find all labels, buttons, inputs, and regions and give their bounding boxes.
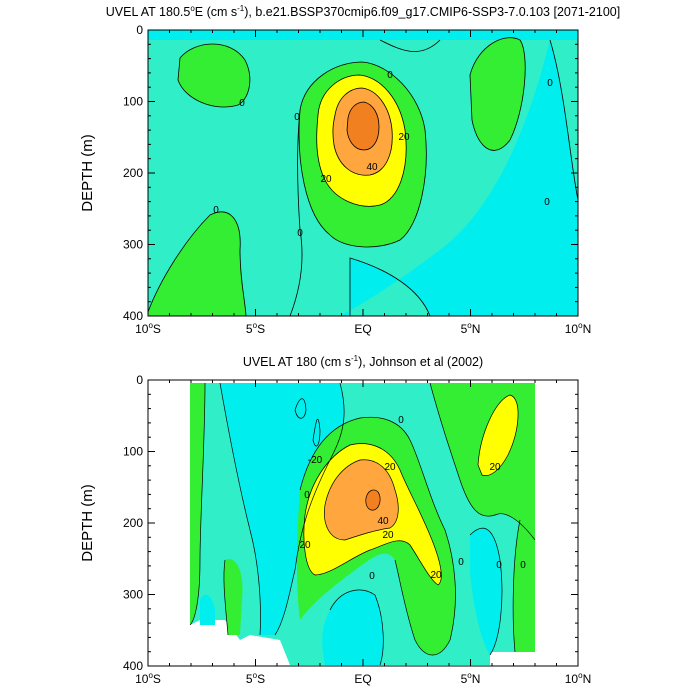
y-tick-label: 0 xyxy=(136,373,143,387)
fill-central-40 xyxy=(324,459,399,540)
contour-label: 20 xyxy=(384,462,396,473)
contour-line xyxy=(299,416,456,656)
contour-label: 0 xyxy=(213,205,219,216)
contour-label: 20 xyxy=(430,570,442,581)
contour-line xyxy=(332,87,393,176)
panel-obs-contours xyxy=(189,382,536,666)
contour-line xyxy=(329,589,384,666)
contour-label: 0 xyxy=(369,571,375,582)
contour-line xyxy=(512,519,521,653)
contour-line xyxy=(549,39,579,201)
contour-line xyxy=(365,489,381,511)
contour-label: 0 xyxy=(496,560,502,571)
contour-line xyxy=(324,459,399,541)
x-tick-label: 5oN xyxy=(461,671,481,686)
y-tick-label: 300 xyxy=(123,588,143,602)
y-tick-label: 0 xyxy=(136,23,143,37)
contour-line xyxy=(219,382,261,636)
contour-label: 0 xyxy=(398,415,404,426)
contour-label: 40 xyxy=(366,162,378,173)
fill-east-upper xyxy=(470,37,526,151)
fill-west-upper xyxy=(178,44,250,108)
contour-line xyxy=(379,39,441,52)
fill-west-deep xyxy=(200,594,215,625)
contour-line xyxy=(147,211,247,317)
contour-label: 0 xyxy=(520,560,526,571)
contour-line xyxy=(274,382,345,636)
y-tick-label: 400 xyxy=(123,659,143,673)
x-tick-label: 5oS xyxy=(246,671,265,686)
fill-west-band xyxy=(190,383,205,625)
x-tick-label: 10oS xyxy=(135,671,161,686)
fill-east-deep xyxy=(470,528,502,655)
panel-obs-title: UVEL AT 180 (cm s-1), Johnson et al (200… xyxy=(243,354,483,369)
contour-line xyxy=(477,394,519,476)
contour-line xyxy=(316,74,407,207)
contour-label: 20 xyxy=(320,174,332,185)
contour-line xyxy=(298,61,427,248)
fill-south-patch xyxy=(322,590,384,665)
contour-line xyxy=(289,109,303,317)
panel-model-ylabel: DEPTH (m) xyxy=(79,134,96,212)
contour-label: 0 xyxy=(294,112,300,123)
x-tick-label: EQ xyxy=(354,672,371,686)
contour-label: 20 xyxy=(382,530,394,541)
panel-obs: UVEL AT 180 (cm s-1), Johnson et al (200… xyxy=(79,354,591,686)
contour-label: 0 xyxy=(458,557,464,568)
fill-jet-core xyxy=(347,102,379,150)
contour-line xyxy=(469,527,503,656)
contour-label: 0 xyxy=(297,228,303,239)
fill-southwest xyxy=(148,211,246,316)
contour-line xyxy=(294,398,307,419)
contour-label: 20 xyxy=(299,540,311,551)
panel-model-contours xyxy=(147,37,579,317)
panel-model-title: UVEL AT 180.5oE (cm s-1), b.e21.BSSP370c… xyxy=(106,4,620,19)
contour-label: 20 xyxy=(489,462,501,473)
x-tick-label: 10oN xyxy=(565,321,591,336)
x-tick-label: 10oN xyxy=(565,671,591,686)
y-tick-label: 300 xyxy=(123,238,143,252)
y-tick-label: 200 xyxy=(123,516,143,530)
y-tick-label: 100 xyxy=(123,95,143,109)
x-tick-label: 10oS xyxy=(135,321,161,336)
fill-southwest-band xyxy=(223,559,243,635)
panel-model-contour-labels: 0 0 0 0 0 0 0 20 20 40 xyxy=(213,70,553,239)
x-tick-label: 5oN xyxy=(461,321,481,336)
contour-line xyxy=(177,43,251,108)
panel-obs-ylabel: DEPTH (m) xyxy=(79,484,96,562)
fill-east-patch xyxy=(340,40,578,316)
contour-line xyxy=(429,382,536,541)
contour-line xyxy=(346,101,380,151)
panel-model: UVEL AT 180.5oE (cm s-1), b.e21.BSSP370c… xyxy=(79,4,620,336)
x-tick-label: 5oS xyxy=(246,321,265,336)
contour-line xyxy=(349,257,431,317)
y-tick-label: 100 xyxy=(123,445,143,459)
x-tick-label: EQ xyxy=(354,322,371,336)
contour-line xyxy=(223,559,229,636)
y-tick-label: 400 xyxy=(123,309,143,323)
panel-obs-fills xyxy=(190,383,535,665)
panel-obs-contour-labels: -20 20 20 40 20 20 20 0 0 0 0 0 0 xyxy=(299,415,526,582)
contour-label: -20 xyxy=(308,455,323,466)
fill-east-column xyxy=(513,518,535,652)
contour-label: 20 xyxy=(398,132,410,143)
contour-label: 0 xyxy=(387,70,393,81)
fill-east-20 xyxy=(478,395,519,476)
fill-central-core xyxy=(365,490,381,511)
panel-model-fills xyxy=(148,30,578,316)
contour-label: 40 xyxy=(377,516,389,527)
fill-west-jet xyxy=(220,383,345,635)
contour-label: 0 xyxy=(547,78,553,89)
contour-line xyxy=(189,382,206,626)
contour-line xyxy=(312,418,321,447)
y-tick-label: 200 xyxy=(123,166,143,180)
contour-label: 0 xyxy=(544,197,550,208)
contour-label: 0 xyxy=(239,98,245,109)
contour-line xyxy=(303,443,442,586)
contour-label: 0 xyxy=(304,490,310,501)
contour-line xyxy=(469,37,526,151)
